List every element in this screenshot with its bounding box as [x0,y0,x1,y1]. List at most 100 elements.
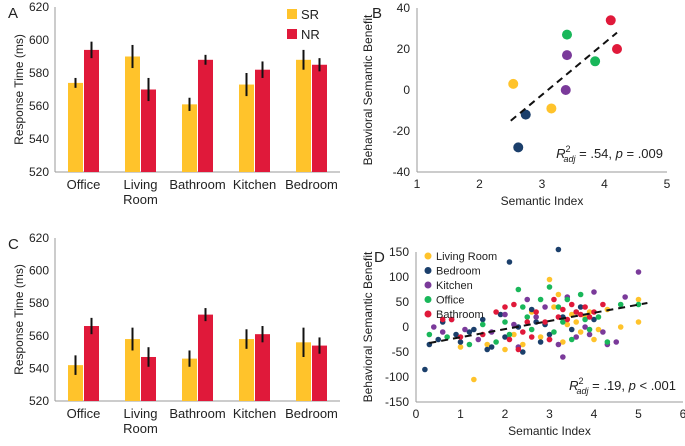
y-tick-label: 520 [29,165,49,179]
data-point [551,329,557,335]
data-point [577,304,584,310]
legend-swatch-nr [287,29,297,39]
data-point [484,346,491,353]
data-point [591,336,597,343]
data-point [555,304,562,310]
bar-nr [198,59,213,172]
data-point [546,284,553,290]
bar-sr [182,104,197,172]
x-tick-label: 4 [591,407,598,421]
x-tick-label: Living [124,177,158,192]
data-point [520,349,526,355]
data-point [520,109,531,120]
x-tick-label: Bathroom [169,177,225,192]
y-tick-label: 540 [29,361,49,375]
data-point [502,319,508,325]
legend-swatch-sr [287,9,297,19]
x-tick-label: 2 [502,407,509,421]
annotation-part: p [628,378,636,393]
y-axis-label: Response Time (ms) [12,264,26,375]
data-point [573,309,579,315]
data-point [506,336,513,343]
annotation-part: = .009 [623,146,663,161]
data-point [560,354,566,360]
data-point [513,142,524,153]
panel-d-scatter-chart: D -150 -100 -50 0 50 100 150 0 1 2 3 4 5 6 Behavioral S… [361,245,685,438]
data-point [604,339,611,345]
data-point [466,329,473,335]
data-point [555,341,562,348]
data-point [622,294,628,300]
legend-marker [424,310,432,318]
bar-nr [141,356,156,401]
data-point [497,311,504,318]
data-point [564,321,571,328]
legend-label: Kitchen [436,280,473,292]
x-tick-label: Kitchen [233,406,276,421]
x-tick-label: Room [123,421,158,436]
data-point [508,78,519,89]
data-point [528,326,535,333]
data-point [502,334,508,340]
fit-line [510,31,618,122]
data-point [453,331,459,338]
data-point [457,339,464,345]
data-point [511,331,517,338]
y-axis-label: Behavioral Semantic Benefit [361,251,375,402]
y-tick-label: 20 [397,42,411,56]
bar-sr [296,342,311,401]
data-point [422,366,428,373]
data-point [493,339,499,345]
data-point [439,329,446,335]
data-point [520,329,526,335]
data-point [520,341,526,348]
data-point [564,296,571,303]
y-tick-label: 560 [29,329,49,343]
legend-marker [424,281,432,289]
bar-nr [255,334,270,401]
y-tick-label: 620 [29,231,49,245]
bar-nr [312,345,327,401]
x-tick-label: Room [123,192,158,207]
y-tick-label: 560 [29,99,49,113]
data-point [511,301,517,308]
fit-annotation: R2 adj = .19, p < .001 [569,376,676,396]
data-point [533,314,539,320]
data-point [582,304,588,310]
data-point [635,269,642,275]
y-tick-label: 520 [29,394,49,408]
data-point [568,301,575,308]
data-point [546,331,553,338]
data-point [479,321,486,328]
data-point [591,316,597,323]
y-tick-label: 150 [389,245,409,259]
y-tick-label: -50 [392,345,410,359]
data-point [617,301,624,308]
data-point [573,319,579,325]
legend-label: Living Room [436,251,497,263]
data-point [471,376,477,383]
data-point [435,336,442,343]
y-tick-label: -40 [393,165,411,179]
data-point [520,304,526,310]
data-point [471,326,477,333]
data-point [484,341,491,348]
y-tick-label: 540 [29,132,49,146]
data-point [600,329,606,335]
y-axis-label: Response Time (ms) [12,34,26,145]
data-point [466,341,473,348]
annotation-part: = .19, [589,378,629,393]
data-point [515,286,522,293]
data-point [479,316,486,323]
x-tick-label: Office [67,406,101,421]
data-point [605,15,616,26]
panel-b-scatter-chart: B -40 -20 0 20 40 1 2 3 4 5 Behavioral Semantic Ben… [361,1,671,208]
data-point [582,316,588,323]
data-point [555,246,562,253]
data-point [573,334,579,340]
bar-sr [125,56,140,172]
y-tick-label: 600 [29,33,49,47]
data-point [560,319,566,325]
legend-label: Bedroom [436,266,481,278]
bar-nr [84,326,99,401]
